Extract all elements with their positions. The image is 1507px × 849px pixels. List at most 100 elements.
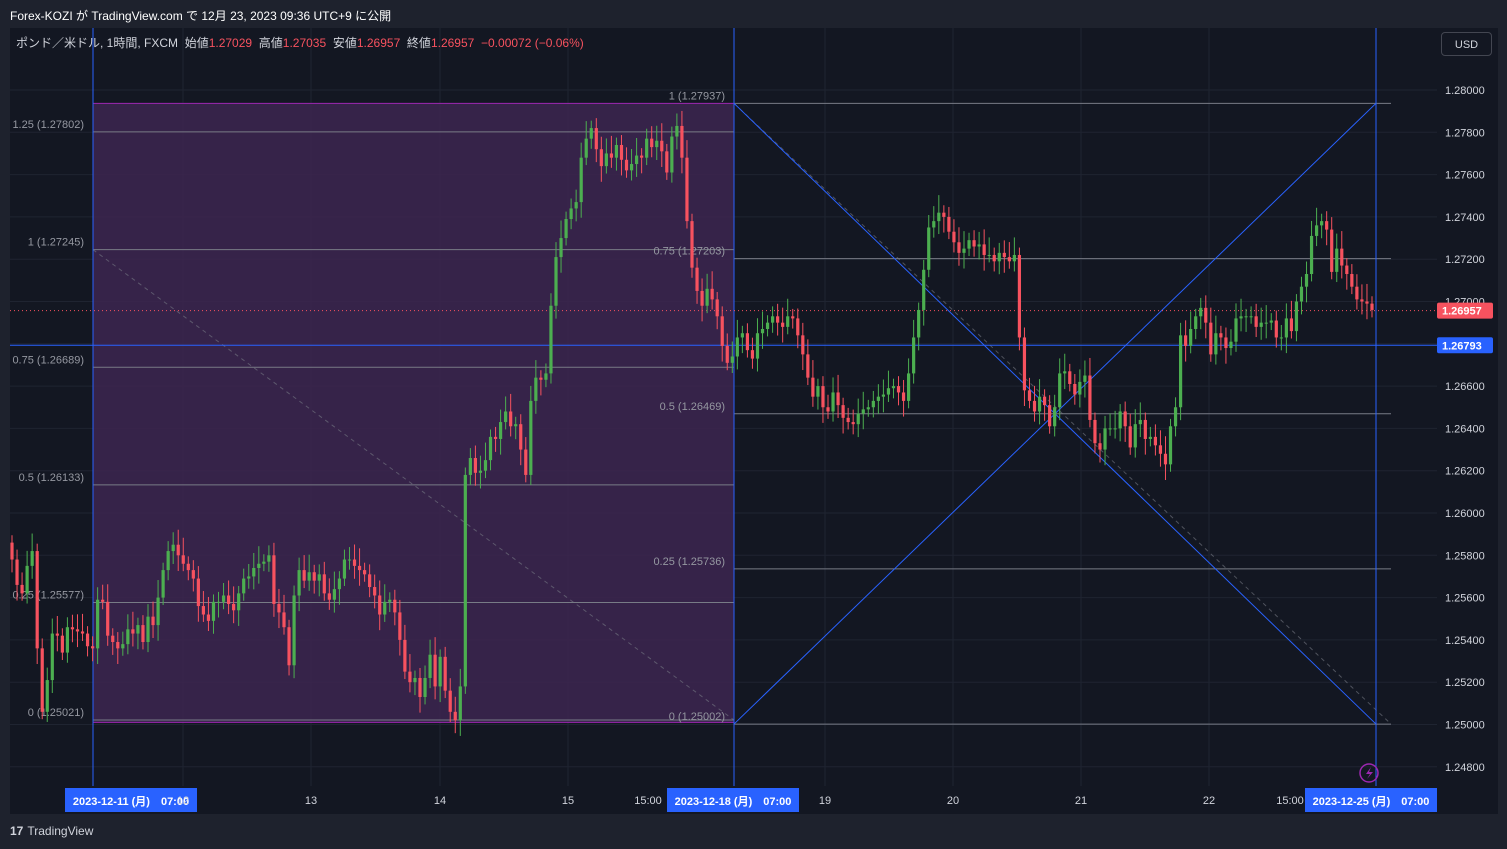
price-tick-label: 1.26000 bbox=[1445, 508, 1485, 520]
candle-body bbox=[433, 654, 437, 687]
candle-body bbox=[1027, 390, 1032, 401]
price-badge bbox=[1437, 337, 1493, 354]
candle-body bbox=[1138, 419, 1142, 425]
candle-body bbox=[1239, 316, 1243, 319]
candle-body bbox=[232, 603, 236, 611]
candle-body bbox=[614, 144, 619, 158]
legend-high-label: 高値 bbox=[258, 36, 283, 50]
candle-body bbox=[357, 565, 362, 571]
candle-body bbox=[40, 648, 44, 712]
lightning-bolt-icon bbox=[1366, 767, 1373, 779]
candle-body bbox=[478, 470, 483, 473]
candle-body bbox=[549, 305, 553, 374]
candle-body bbox=[730, 356, 734, 363]
chart-canvas[interactable]: 1.25 (1.27802) 1 (1.27245) 0.75 (1.26689) 0… bbox=[10, 28, 1437, 786]
candle-body bbox=[569, 208, 573, 220]
candle-body bbox=[1184, 335, 1188, 346]
candle-body bbox=[539, 377, 543, 380]
price-tick-label: 1.25200 bbox=[1445, 677, 1485, 689]
candle-body bbox=[1350, 274, 1354, 287]
candle-body bbox=[196, 578, 200, 607]
candle-body bbox=[770, 316, 775, 323]
candle-body bbox=[640, 155, 644, 158]
candle-body bbox=[176, 544, 180, 556]
candle-body bbox=[871, 400, 875, 408]
candle-body bbox=[856, 413, 860, 425]
candle-body bbox=[166, 551, 170, 571]
candle-body bbox=[1194, 316, 1198, 329]
legend-change-value: −0.00072 (−0.06%) bbox=[481, 36, 584, 50]
fib-left-level-label: 1.25 (1.27802) bbox=[12, 119, 84, 131]
candle-body bbox=[1234, 318, 1238, 342]
candle-body bbox=[342, 559, 347, 579]
candle-body bbox=[1053, 407, 1057, 427]
candle-body bbox=[287, 627, 291, 666]
candle-body bbox=[156, 597, 160, 626]
candle-body bbox=[272, 555, 276, 604]
candle-body bbox=[171, 544, 175, 552]
candle-body bbox=[634, 155, 639, 165]
candle-body bbox=[745, 333, 750, 351]
candle-body bbox=[710, 288, 714, 300]
price-axis-canvas[interactable]: 1.280001.278001.276001.274001.272001.270… bbox=[1437, 28, 1498, 786]
candle-body bbox=[967, 240, 971, 249]
candle-body bbox=[352, 559, 357, 566]
candle-body bbox=[1012, 254, 1016, 262]
candle-body bbox=[327, 593, 331, 600]
candle-body bbox=[1229, 341, 1233, 349]
chart-pane[interactable]: 1.25 (1.27802) 1 (1.27245) 0.75 (1.26689) 0… bbox=[10, 28, 1437, 786]
candle-body bbox=[1143, 419, 1147, 439]
candle-body bbox=[660, 140, 664, 152]
candle-body bbox=[302, 570, 306, 581]
candle-body bbox=[1133, 424, 1137, 448]
candle-body bbox=[1289, 318, 1294, 332]
candle-body bbox=[186, 563, 190, 571]
price-tick-label: 1.27600 bbox=[1445, 170, 1485, 182]
candle-body bbox=[670, 136, 674, 173]
candle-body bbox=[1173, 407, 1178, 427]
candle-body bbox=[151, 616, 155, 626]
candle-body bbox=[1269, 320, 1273, 323]
candle-body bbox=[161, 570, 165, 598]
candle-body bbox=[755, 333, 760, 359]
candle-body bbox=[786, 316, 790, 327]
time-axis[interactable]: 2023-12-11 (月) 07:00 12 13 14 15 15:00 2023-12… bbox=[10, 786, 1437, 814]
candle-body bbox=[1320, 221, 1324, 226]
candle-body bbox=[1002, 252, 1006, 258]
candle-body bbox=[599, 149, 603, 167]
candle-body bbox=[242, 578, 246, 594]
time-marker-badge bbox=[667, 788, 799, 812]
candle-body bbox=[438, 656, 442, 687]
legend-open-value: 1.27029 bbox=[208, 36, 253, 50]
candle-body bbox=[1128, 426, 1132, 448]
candle-body bbox=[368, 574, 372, 588]
currency-button[interactable]: USD bbox=[1441, 32, 1492, 56]
legend-low-value: 1.26957 bbox=[356, 36, 401, 50]
tradingview-brand[interactable]: 17 TradingView bbox=[10, 824, 93, 838]
candle-body bbox=[146, 616, 150, 643]
candle-body bbox=[1209, 322, 1213, 355]
candle-body bbox=[912, 337, 916, 374]
candle-body bbox=[443, 656, 447, 691]
candle-body bbox=[1340, 248, 1344, 266]
candle-body bbox=[791, 316, 795, 319]
legend-symbol[interactable]: ポンド／米ドル, 1時間, FXCM bbox=[16, 36, 179, 50]
candle-body bbox=[1284, 318, 1288, 338]
candle-body bbox=[801, 335, 805, 355]
candle-body bbox=[106, 601, 110, 636]
price-axis[interactable]: 1.28000 1.27800 1.27600 1.27400 1.27200 1.270… bbox=[1437, 28, 1498, 786]
candle-body bbox=[851, 422, 855, 425]
time-marker-label: 2023-12-18 (月) 07:00 bbox=[675, 795, 792, 808]
candle-body bbox=[1048, 405, 1052, 427]
legend-open-label: 始値 bbox=[184, 36, 209, 50]
lightning-icon bbox=[1359, 763, 1379, 783]
candle-body bbox=[307, 572, 311, 581]
candle-body bbox=[1345, 265, 1349, 275]
legend-close-value: 1.26957 bbox=[430, 36, 475, 50]
candle-body bbox=[50, 633, 54, 681]
candle-body bbox=[841, 405, 845, 418]
candle-body bbox=[1113, 428, 1117, 430]
fib-left-level-label: 1 (1.27245) bbox=[28, 237, 84, 249]
candle-body bbox=[1259, 322, 1263, 327]
